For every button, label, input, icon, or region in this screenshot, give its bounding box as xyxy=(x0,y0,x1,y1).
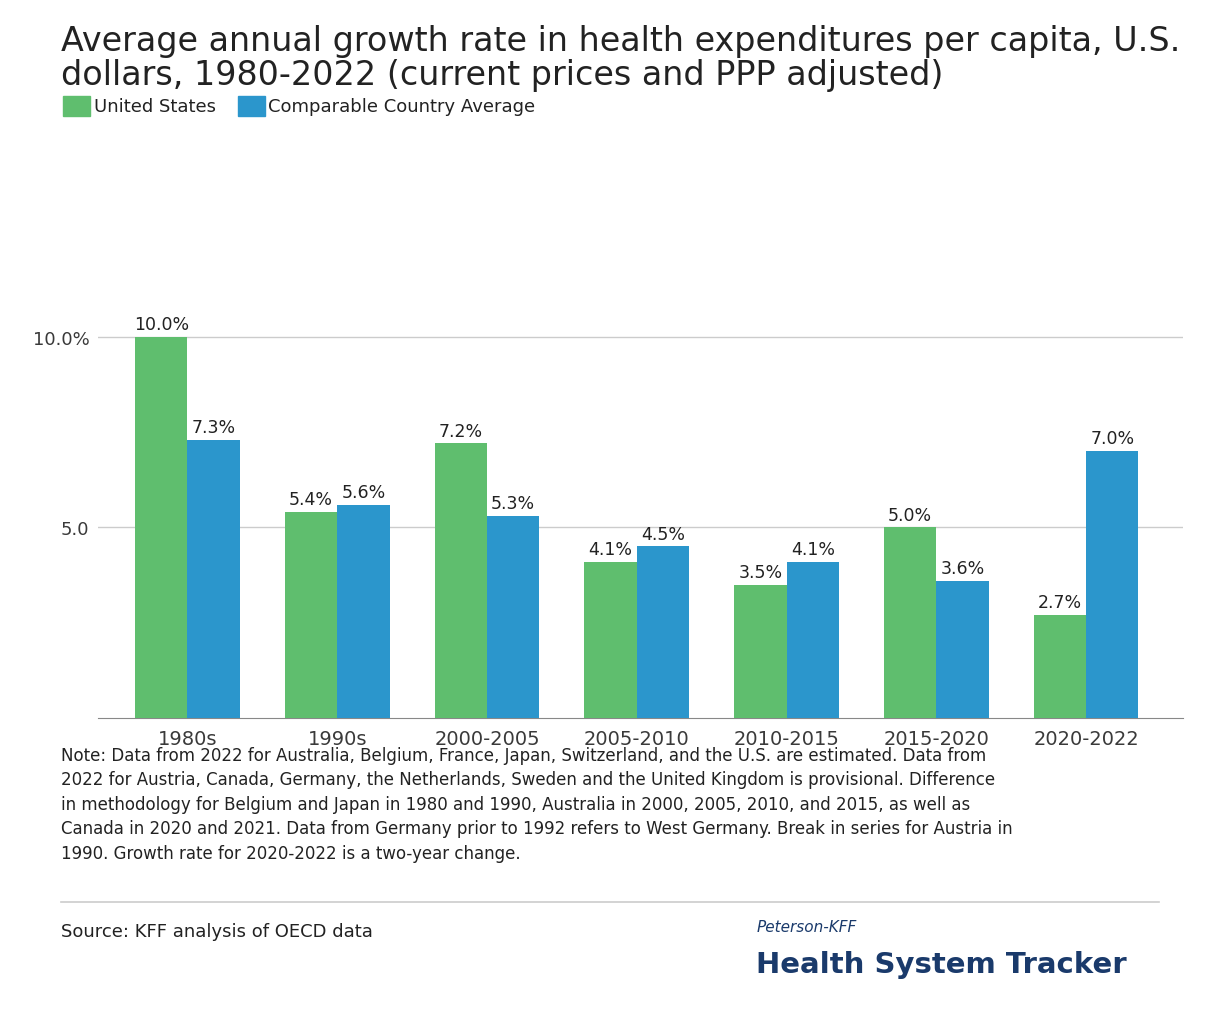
Text: Canada in 2020 and 2021. Data from Germany prior to 1992 refers to West Germany.: Canada in 2020 and 2021. Data from Germa… xyxy=(61,819,1013,838)
Text: 7.2%: 7.2% xyxy=(439,422,483,440)
Text: Peterson-KFF: Peterson-KFF xyxy=(756,919,856,934)
Text: United States: United States xyxy=(94,98,216,116)
Bar xyxy=(637,547,689,718)
Text: Average annual growth rate in health expenditures per capita, U.S.: Average annual growth rate in health exp… xyxy=(61,25,1181,58)
Text: 5.6%: 5.6% xyxy=(342,483,386,501)
Bar xyxy=(284,513,337,718)
Bar xyxy=(1086,451,1138,718)
Bar xyxy=(487,517,539,718)
Bar xyxy=(734,585,787,718)
Bar xyxy=(1033,615,1086,718)
Text: 4.5%: 4.5% xyxy=(640,525,684,543)
Bar xyxy=(337,505,389,718)
Bar xyxy=(135,337,188,718)
Text: 3.5%: 3.5% xyxy=(738,564,782,581)
Text: 5.0%: 5.0% xyxy=(888,506,932,524)
Text: 7.3%: 7.3% xyxy=(192,419,235,436)
Bar xyxy=(584,562,637,718)
Bar xyxy=(883,528,936,718)
Text: 4.1%: 4.1% xyxy=(588,540,632,558)
Text: 3.6%: 3.6% xyxy=(941,559,985,578)
Text: 2.7%: 2.7% xyxy=(1038,594,1082,611)
Text: 5.4%: 5.4% xyxy=(289,491,333,508)
Text: Health System Tracker: Health System Tracker xyxy=(756,950,1127,977)
Text: 5.3%: 5.3% xyxy=(492,494,536,513)
Bar xyxy=(434,444,487,718)
Text: Source: KFF analysis of OECD data: Source: KFF analysis of OECD data xyxy=(61,922,373,941)
Text: Comparable Country Average: Comparable Country Average xyxy=(268,98,536,116)
Bar xyxy=(936,581,988,718)
Bar xyxy=(787,562,839,718)
Text: dollars, 1980-2022 (current prices and PPP adjusted): dollars, 1980-2022 (current prices and P… xyxy=(61,59,943,92)
Text: Note: Data from 2022 for Australia, Belgium, France, Japan, Switzerland, and the: Note: Data from 2022 for Australia, Belg… xyxy=(61,746,986,764)
Bar xyxy=(188,440,240,718)
Text: 2022 for Austria, Canada, Germany, the Netherlands, Sweden and the United Kingdo: 2022 for Austria, Canada, Germany, the N… xyxy=(61,770,996,789)
Text: 7.0%: 7.0% xyxy=(1091,430,1135,448)
Text: in methodology for Belgium and Japan in 1980 and 1990, Australia in 2000, 2005, : in methodology for Belgium and Japan in … xyxy=(61,795,970,813)
Text: 1990. Growth rate for 2020-2022 is a two-year change.: 1990. Growth rate for 2020-2022 is a two… xyxy=(61,844,521,862)
Text: 10.0%: 10.0% xyxy=(134,316,189,333)
Text: 4.1%: 4.1% xyxy=(791,540,834,558)
